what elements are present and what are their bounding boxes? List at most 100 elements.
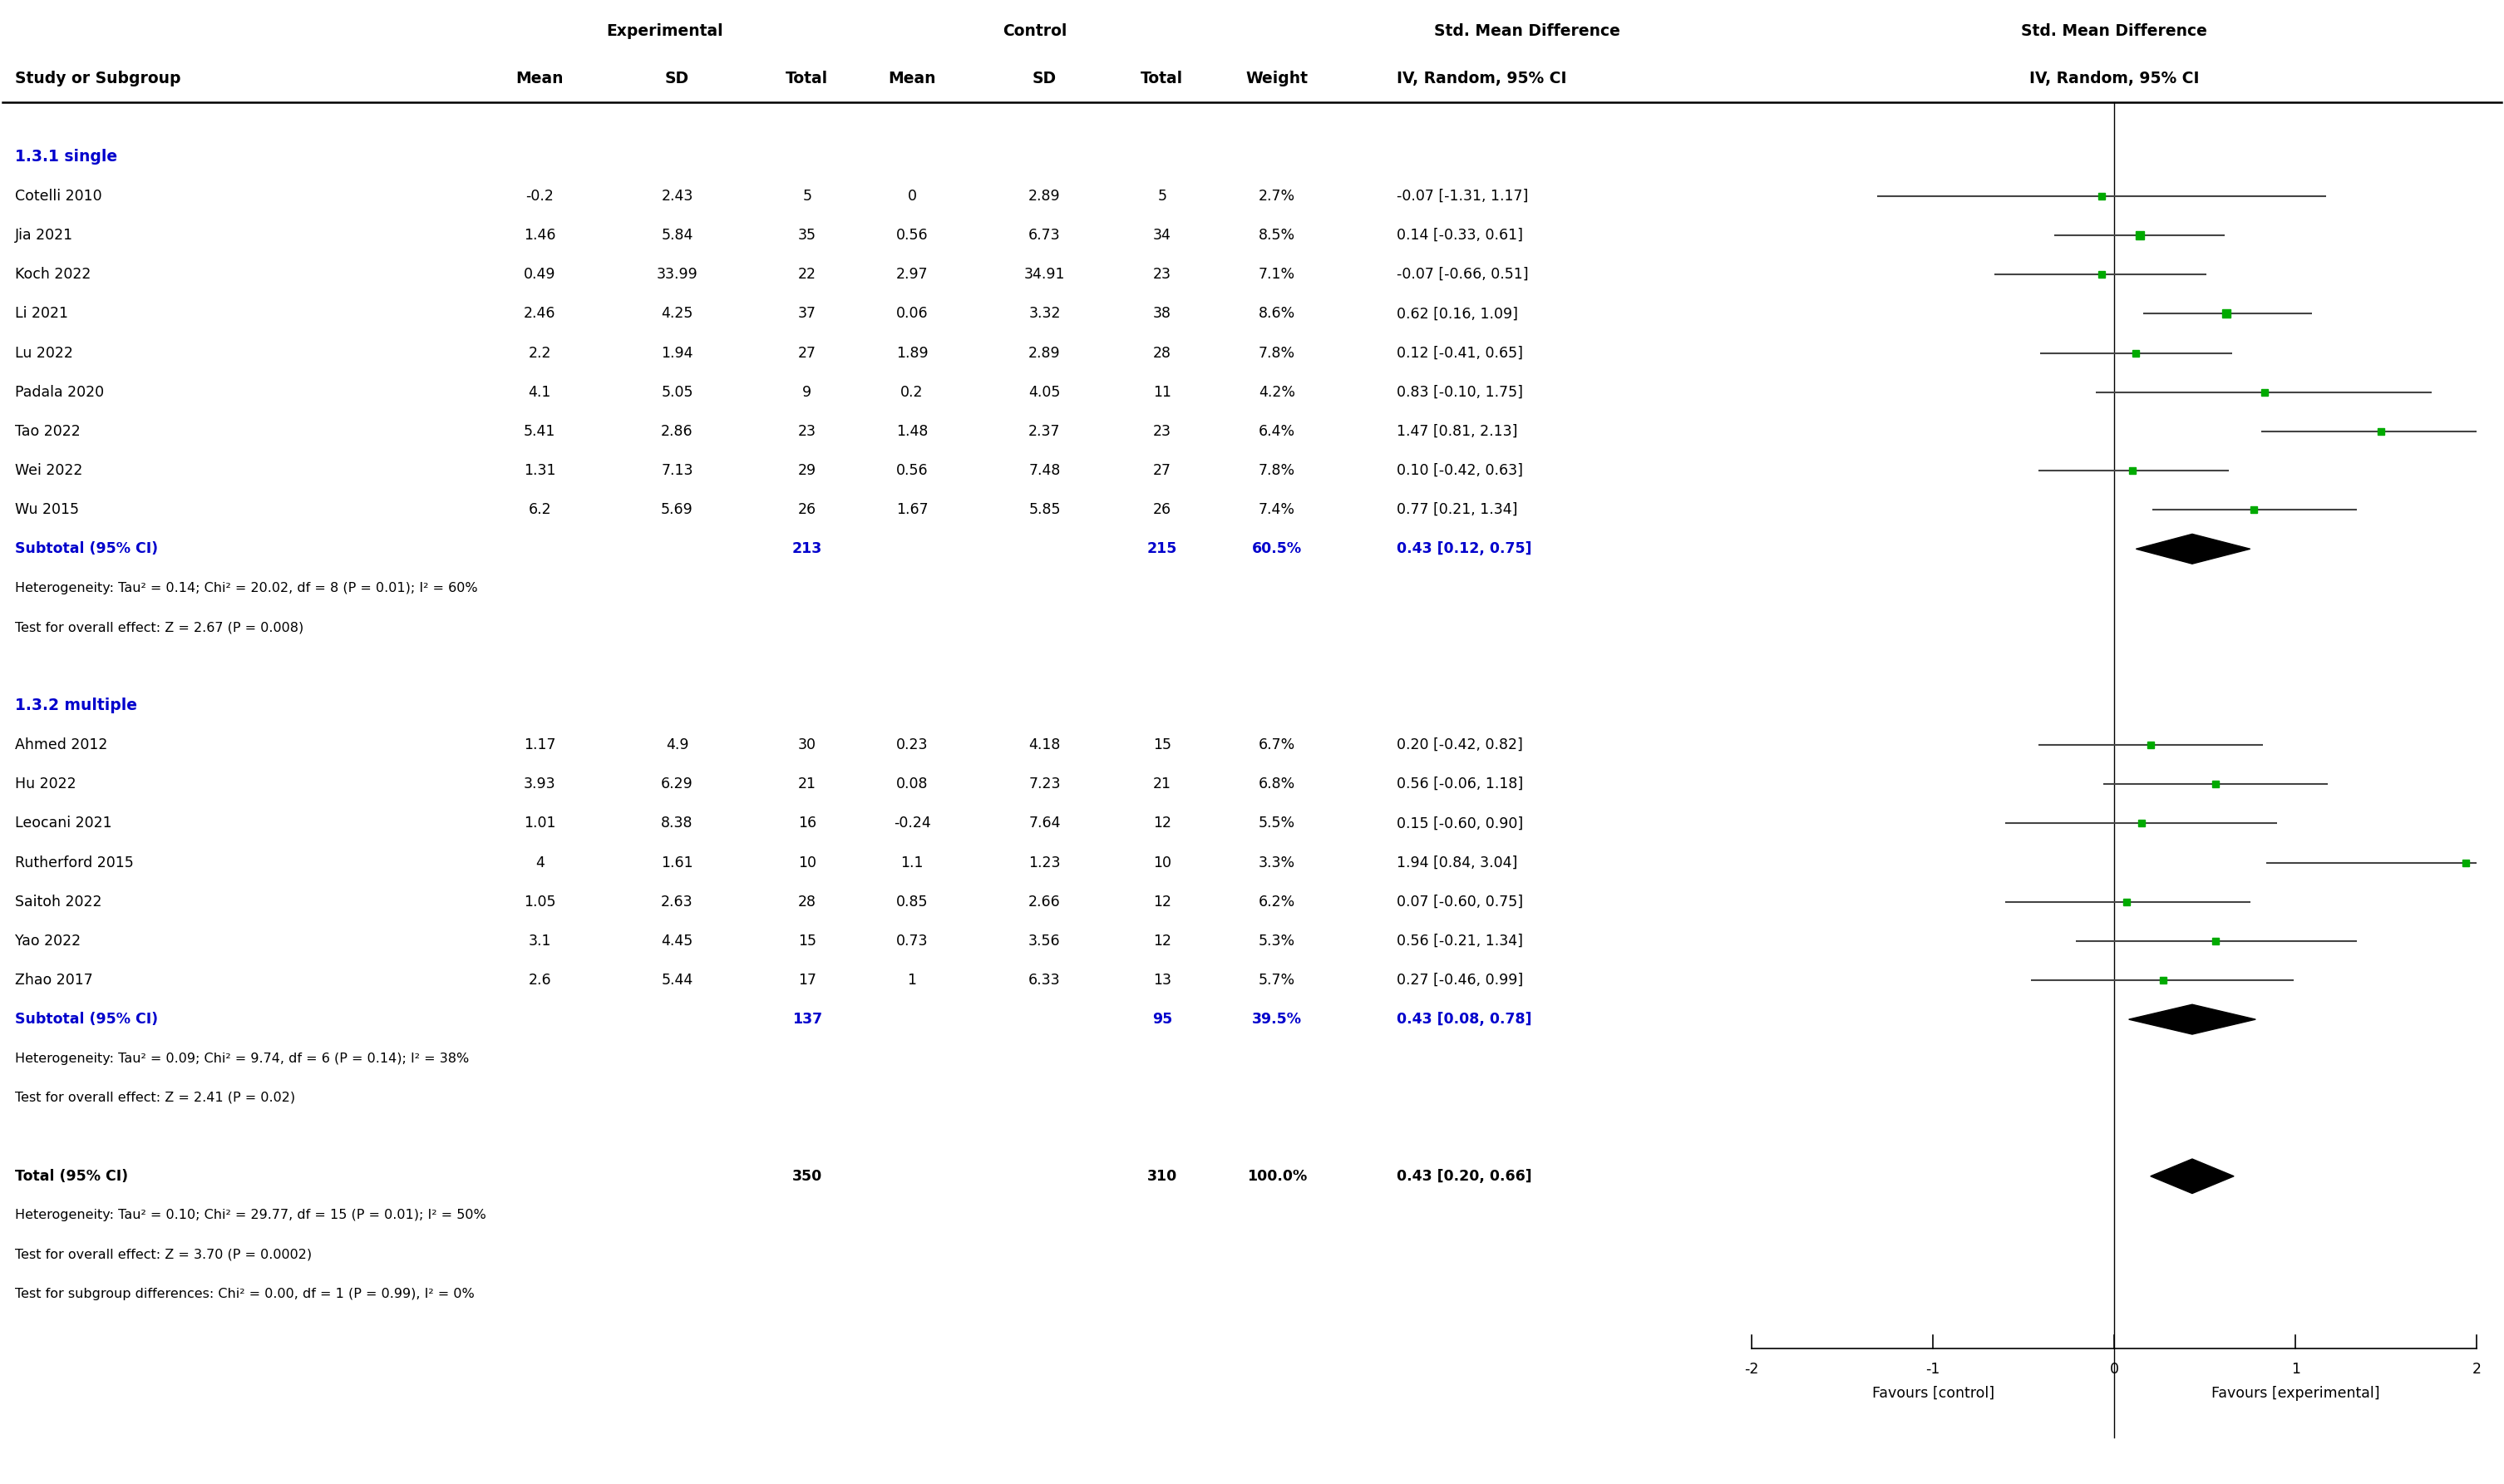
Text: Test for overall effect: Z = 2.67 (P = 0.008): Test for overall effect: Z = 2.67 (P = 0… [15,622,303,634]
Text: 350: 350 [791,1169,821,1184]
Text: SD: SD [666,71,689,86]
Text: 2.89: 2.89 [1029,188,1062,203]
Text: 60.5%: 60.5% [1252,542,1302,556]
Text: Favours [experimental]: Favours [experimental] [2211,1386,2379,1401]
Text: 29: 29 [799,463,816,478]
Text: Subtotal (95% CI): Subtotal (95% CI) [15,542,158,556]
Text: 0.07 [-0.60, 0.75]: 0.07 [-0.60, 0.75] [1397,895,1522,910]
Text: 5.41: 5.41 [523,424,556,439]
Text: 0.56 [-0.21, 1.34]: 0.56 [-0.21, 1.34] [1397,933,1522,948]
Text: 7.1%: 7.1% [1260,267,1295,282]
Text: 4.18: 4.18 [1029,738,1062,752]
Text: -2: -2 [1745,1362,1760,1377]
Text: 9: 9 [801,384,811,399]
Text: 0.27 [-0.46, 0.99]: 0.27 [-0.46, 0.99] [1397,972,1522,988]
Text: 35: 35 [799,229,816,243]
Text: Saitoh 2022: Saitoh 2022 [15,895,103,910]
Text: 8.6%: 8.6% [1260,306,1295,321]
Text: 4.45: 4.45 [661,933,694,948]
Text: 213: 213 [791,542,821,556]
Text: 1.89: 1.89 [896,346,929,361]
Text: 21: 21 [1152,776,1172,791]
Text: 0.43 [0.20, 0.66]: 0.43 [0.20, 0.66] [1397,1169,1532,1184]
Text: 0.43 [0.12, 0.75]: 0.43 [0.12, 0.75] [1397,542,1532,556]
Text: -0.24: -0.24 [894,816,931,831]
Text: 5.84: 5.84 [661,229,694,243]
Text: Wei 2022: Wei 2022 [15,463,83,478]
Text: 39.5%: 39.5% [1252,1012,1302,1027]
Text: 33.99: 33.99 [656,267,699,282]
Text: 22: 22 [799,267,816,282]
Text: 26: 26 [799,502,816,518]
Text: 0.73: 0.73 [896,933,929,948]
Text: 5.44: 5.44 [661,972,694,988]
Text: 8.38: 8.38 [661,816,694,831]
Text: Hu 2022: Hu 2022 [15,776,75,791]
Text: 27: 27 [799,346,816,361]
Text: 0.06: 0.06 [896,306,929,321]
Text: 23: 23 [799,424,816,439]
Text: 0.62 [0.16, 1.09]: 0.62 [0.16, 1.09] [1397,306,1517,321]
Text: 3.56: 3.56 [1029,933,1062,948]
Text: 26: 26 [1152,502,1172,518]
Text: Ahmed 2012: Ahmed 2012 [15,738,108,752]
Text: Rutherford 2015: Rutherford 2015 [15,855,133,870]
Text: 4.9: 4.9 [666,738,689,752]
Text: 1.3.2 multiple: 1.3.2 multiple [15,697,138,714]
Text: Total: Total [786,71,829,86]
Text: 7.8%: 7.8% [1260,463,1295,478]
Polygon shape [2128,1005,2256,1034]
Text: 34.91: 34.91 [1024,267,1064,282]
Text: Heterogeneity: Tau² = 0.14; Chi² = 20.02, df = 8 (P = 0.01); I² = 60%: Heterogeneity: Tau² = 0.14; Chi² = 20.02… [15,582,478,595]
Text: Mean: Mean [516,71,563,86]
Text: 8.5%: 8.5% [1260,229,1295,243]
Text: 3.32: 3.32 [1029,306,1062,321]
Text: 0.85: 0.85 [896,895,929,910]
Text: 1.01: 1.01 [523,816,556,831]
Text: -0.07 [-0.66, 0.51]: -0.07 [-0.66, 0.51] [1397,267,1530,282]
Text: 1.67: 1.67 [896,502,929,518]
Text: 21: 21 [799,776,816,791]
Text: 17: 17 [799,972,816,988]
Text: 3.3%: 3.3% [1260,855,1295,870]
Text: Heterogeneity: Tau² = 0.10; Chi² = 29.77, df = 15 (P = 0.01); I² = 50%: Heterogeneity: Tau² = 0.10; Chi² = 29.77… [15,1209,486,1221]
Polygon shape [2151,1159,2234,1193]
Text: -1: -1 [1926,1362,1941,1377]
Text: 6.2: 6.2 [528,502,551,518]
Text: 5.5%: 5.5% [1260,816,1295,831]
Text: 1.94: 1.94 [661,346,694,361]
Text: Test for overall effect: Z = 2.41 (P = 0.02): Test for overall effect: Z = 2.41 (P = 0… [15,1092,295,1104]
Text: 15: 15 [799,933,816,948]
Text: IV, Random, 95% CI: IV, Random, 95% CI [1397,71,1568,86]
Text: Zhao 2017: Zhao 2017 [15,972,93,988]
Text: 0.10 [-0.42, 0.63]: 0.10 [-0.42, 0.63] [1397,463,1522,478]
Text: 4: 4 [536,855,543,870]
Text: 3.1: 3.1 [528,933,551,948]
Text: 5: 5 [1157,188,1167,203]
Text: 0.77 [0.21, 1.34]: 0.77 [0.21, 1.34] [1397,502,1517,518]
Text: 0.08: 0.08 [896,776,929,791]
Text: 6.29: 6.29 [661,776,694,791]
Text: 1.94 [0.84, 3.04]: 1.94 [0.84, 3.04] [1397,855,1517,870]
Text: 5.05: 5.05 [661,384,694,399]
Text: 6.2%: 6.2% [1260,895,1295,910]
Text: Total (95% CI): Total (95% CI) [15,1169,128,1184]
Text: 1.3.1 single: 1.3.1 single [15,148,118,165]
Text: 2.97: 2.97 [896,267,929,282]
Text: 0.56: 0.56 [896,229,929,243]
Text: 0.14 [-0.33, 0.61]: 0.14 [-0.33, 0.61] [1397,229,1522,243]
Text: 0.56: 0.56 [896,463,929,478]
Text: Li 2021: Li 2021 [15,306,68,321]
Text: Favours [control]: Favours [control] [1873,1386,1993,1401]
Text: 27: 27 [1152,463,1172,478]
Text: 0.56 [-0.06, 1.18]: 0.56 [-0.06, 1.18] [1397,776,1522,791]
Text: 37: 37 [799,306,816,321]
Text: 7.23: 7.23 [1029,776,1062,791]
Text: 1.23: 1.23 [1029,855,1062,870]
Text: 4.2%: 4.2% [1260,384,1295,399]
Text: 7.4%: 7.4% [1260,502,1295,518]
Text: 0.20 [-0.42, 0.82]: 0.20 [-0.42, 0.82] [1397,738,1522,752]
Text: SD: SD [1032,71,1057,86]
Text: 6.4%: 6.4% [1260,424,1295,439]
Text: Leocani 2021: Leocani 2021 [15,816,113,831]
